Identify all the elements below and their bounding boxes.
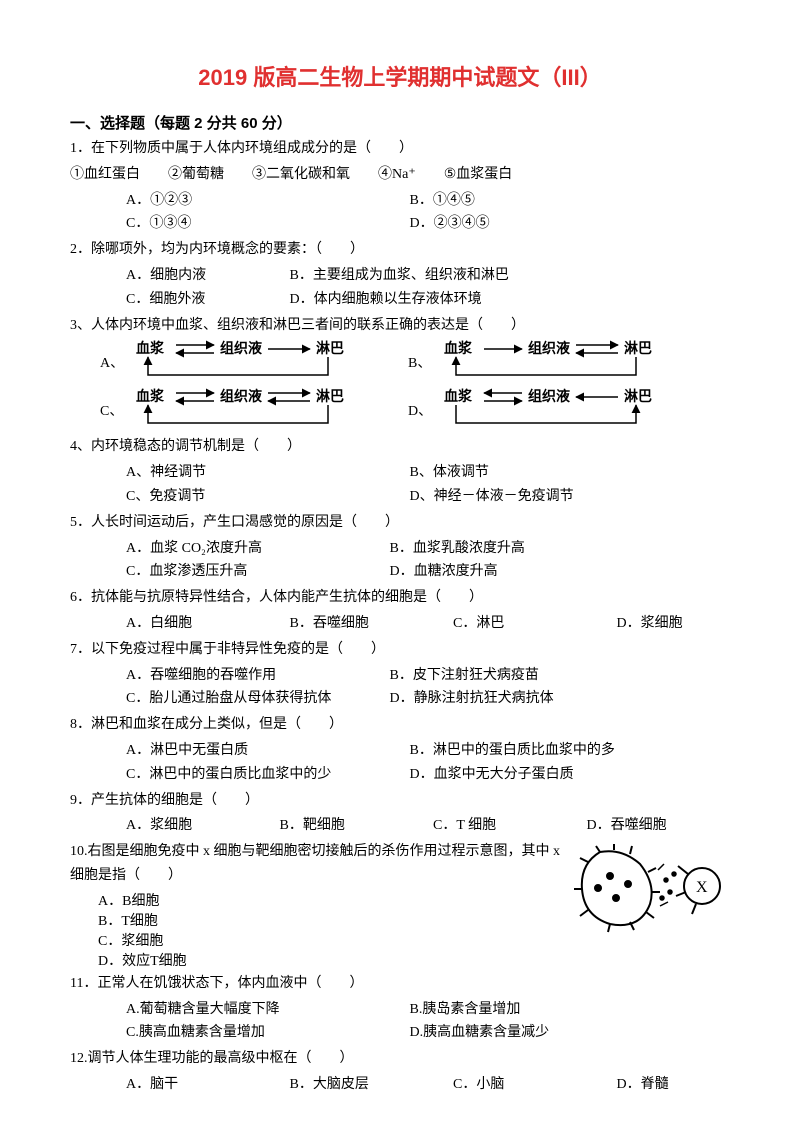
diag-text-xj: 血浆 xyxy=(444,340,473,357)
cell-contact-icon: X xyxy=(570,844,730,934)
q3-diagram-c: 血浆 组织液 淋巴 xyxy=(128,387,368,433)
q8-opt-c: C．淋巴中的蛋白质比血浆中的少 xyxy=(126,763,406,787)
q4-opt-b: B、体液调节 xyxy=(410,461,489,485)
q12-opt-d: D．脊髓 xyxy=(617,1073,669,1097)
q11-opt-b: B.胰岛素含量增加 xyxy=(410,998,521,1022)
diag-text-lb: 淋巴 xyxy=(316,388,344,405)
q2-opt-d: D．体内细胞赖以生存液体环境 xyxy=(290,288,482,312)
page-title: 2019 版高二生物上学期期中试题文（III） xyxy=(70,60,730,92)
q5-stem: 5．人长时间运动后，产生口渴感觉的原因是（ ） xyxy=(70,511,730,535)
q3-diagrams-row1: A、 血浆 组织液 淋巴 B、 血浆 组织液 淋巴 xyxy=(100,339,730,385)
q11-opt-c: C.胰高血糖素含量增加 xyxy=(126,1021,406,1045)
diag-text-xj: 血浆 xyxy=(444,388,473,405)
q3-label-c: C、 xyxy=(100,400,128,420)
q12-stem: 12.调节人体生理功能的最高级中枢在（ ） xyxy=(70,1047,730,1071)
q11-opt-d: D.胰高血糖素含量减少 xyxy=(410,1021,550,1045)
q9-opt-a: A．浆细胞 xyxy=(126,814,276,838)
q3-diagram-a: 血浆 组织液 淋巴 xyxy=(128,339,368,385)
q2-opt-c: C．细胞外液 xyxy=(126,288,286,312)
q6-stem: 6．抗体能与抗原特异性结合，人体内能产生抗体的细胞是（ ） xyxy=(70,586,730,610)
q7-opt-c: C．胎儿通过胎盘从母体获得抗体 xyxy=(126,687,386,711)
q1-opt-d: D．②③④⑤ xyxy=(410,212,490,236)
q3-label-d: D、 xyxy=(408,400,436,420)
q3-label-a: A、 xyxy=(100,352,128,372)
diag-text-zz: 组织液 xyxy=(220,340,263,357)
q11-opt-a: A.葡萄糖含量大幅度下降 xyxy=(126,998,406,1022)
diag-text-xj: 血浆 xyxy=(136,388,165,405)
q12-opt-c: C．小脑 xyxy=(453,1073,613,1097)
q8-stem: 8．淋巴和血浆在成分上类似，但是（ ） xyxy=(70,713,730,737)
q1-stem: 1．在下列物质中属于人体内环境组成成分的是（ ） xyxy=(70,137,730,161)
q6-opt-d: D．浆细胞 xyxy=(617,612,683,636)
q5-opt-d: D．血糖浓度升高 xyxy=(390,560,498,584)
diag-text-lb: 淋巴 xyxy=(624,340,652,357)
q3-label-b: B、 xyxy=(408,352,436,372)
q9-opt-c: C．T 细胞 xyxy=(433,814,583,838)
q8-opt-a: A．淋巴中无蛋白质 xyxy=(126,739,406,763)
diag-text-lb: 淋巴 xyxy=(316,340,344,357)
q1-items: ①血红蛋白 ②葡萄糖 ③二氧化碳和氧 ④Na⁺ ⑤血浆蛋白 xyxy=(70,163,730,187)
q2-stem: 2．除哪项外，均为内环境概念的要素：（ ） xyxy=(70,238,730,262)
q3-diagram-d: 血浆 组织液 淋巴 xyxy=(436,387,676,433)
q10-opt-d: D．效应T细胞 xyxy=(70,950,730,970)
q4-stem: 4、内环境稳态的调节机制是（ ） xyxy=(70,435,730,459)
q5-opt-a: A．血浆 CO₂浓度升高 xyxy=(126,537,386,561)
q6-opt-b: B．吞噬细胞 xyxy=(290,612,450,636)
q1-opt-a: A．①②③ xyxy=(126,189,406,213)
diag-text-zz: 组织液 xyxy=(220,388,263,405)
q4-opt-a: A、神经调节 xyxy=(126,461,406,485)
q12-opt-a: A．脑干 xyxy=(126,1073,286,1097)
q3-diagram-b: 血浆 组织液 淋巴 xyxy=(436,339,676,385)
exam-page: 2019 版高二生物上学期期中试题文（III） 一、选择题（每题 2 分共 60… xyxy=(0,0,800,1137)
q9-opt-b: B．靶细胞 xyxy=(280,814,430,838)
q1-opt-b: B．①④⑤ xyxy=(410,189,475,213)
q6-opt-a: A．白细胞 xyxy=(126,612,286,636)
q3-diagrams-row2: C、 血浆 组织液 淋巴 D、 血浆 组织液 淋巴 xyxy=(100,387,730,433)
q2-opt-b: B．主要组成为血浆、组织液和淋巴 xyxy=(290,264,509,288)
diag-text-lb: 淋巴 xyxy=(624,388,652,405)
q4-opt-d: D、神经－体液－免疫调节 xyxy=(410,485,574,509)
section-heading: 一、选择题（每题 2 分共 60 分） xyxy=(70,112,730,133)
q12-opt-b: B．大脑皮层 xyxy=(290,1073,450,1097)
q6-opt-c: C．淋巴 xyxy=(453,612,613,636)
q7-opt-d: D．静脉注射抗狂犬病抗体 xyxy=(390,687,554,711)
q7-opt-a: A．吞噬细胞的吞噬作用 xyxy=(126,664,386,688)
diag-text-xj: 血浆 xyxy=(136,340,165,357)
q5-opt-c: C．血浆渗透压升高 xyxy=(126,560,386,584)
q9-opt-d: D．吞噬细胞 xyxy=(587,814,667,838)
diag-text-zz: 组织液 xyxy=(528,340,571,357)
q8-opt-d: D．血浆中无大分子蛋白质 xyxy=(410,763,574,787)
q9-stem: 9．产生抗体的细胞是（ ） xyxy=(70,789,730,813)
q4-opt-c: C、免疫调节 xyxy=(126,485,406,509)
cell-x-label: X xyxy=(696,879,708,896)
diag-text-zz: 组织液 xyxy=(528,388,571,405)
q7-stem: 7．以下免疫过程中属于非特异性免疫的是（ ） xyxy=(70,638,730,662)
q5-opt-b: B．血浆乳酸浓度升高 xyxy=(390,537,525,561)
q1-opt-c: C．①③④ xyxy=(126,212,406,236)
q10-block: X 10.右图是细胞免疫中 x 细胞与靶细胞密切接触后的杀伤作用过程示意图，其中… xyxy=(70,840,730,970)
q11-stem: 11．正常人在饥饿状态下，体内血液中（ ） xyxy=(70,972,730,996)
q8-opt-b: B．淋巴中的蛋白质比血浆中的多 xyxy=(410,739,615,763)
q3-stem: 3、人体内环境中血浆、组织液和淋巴三者间的联系正确的表达是（ ） xyxy=(70,314,730,338)
q2-opt-a: A．细胞内液 xyxy=(126,264,286,288)
q7-opt-b: B．皮下注射狂犬病疫苗 xyxy=(390,664,539,688)
